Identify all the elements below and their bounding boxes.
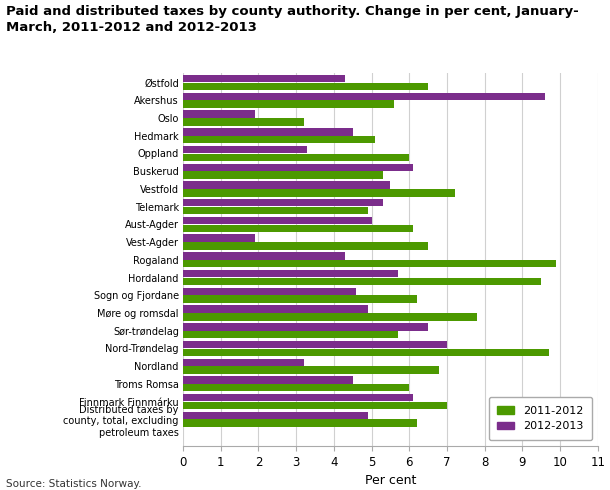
Bar (183, 242, 428, 250)
Bar (183, 75, 345, 82)
Bar (183, 359, 304, 366)
Bar (183, 110, 254, 118)
Bar (183, 118, 304, 125)
Bar (183, 394, 413, 401)
Bar (183, 100, 394, 108)
Bar (183, 224, 413, 232)
Bar (183, 136, 375, 144)
Bar (183, 295, 417, 303)
Bar (183, 278, 541, 285)
Bar (183, 207, 368, 214)
X-axis label: Per cent: Per cent (365, 474, 416, 487)
Bar (183, 384, 409, 392)
Bar (183, 402, 447, 409)
Bar (183, 199, 383, 206)
Bar (183, 313, 477, 320)
Bar (183, 412, 368, 419)
Bar (183, 270, 398, 277)
Bar (183, 341, 447, 348)
Text: Paid and distributed taxes by county authority. Change in per cent, January-
Mar: Paid and distributed taxes by county aut… (6, 5, 579, 34)
Bar (183, 419, 417, 427)
Bar (183, 189, 454, 196)
Bar (183, 164, 413, 171)
Bar (183, 93, 545, 100)
Bar (183, 305, 368, 313)
Bar (183, 146, 307, 153)
Bar (183, 181, 390, 189)
Bar (183, 376, 353, 384)
Bar (183, 323, 428, 331)
Bar (183, 252, 345, 260)
Bar (183, 367, 439, 374)
Legend: 2011-2012, 2012-2013: 2011-2012, 2012-2013 (489, 397, 592, 441)
Bar (183, 128, 353, 136)
Text: Source: Statistics Norway.: Source: Statistics Norway. (6, 479, 142, 489)
Bar (183, 331, 398, 338)
Bar (183, 154, 409, 161)
Bar (183, 288, 356, 295)
Bar (183, 234, 254, 242)
Bar (183, 348, 549, 356)
Bar (183, 83, 428, 90)
Bar (183, 172, 383, 179)
Bar (183, 217, 371, 224)
Bar (183, 260, 556, 268)
